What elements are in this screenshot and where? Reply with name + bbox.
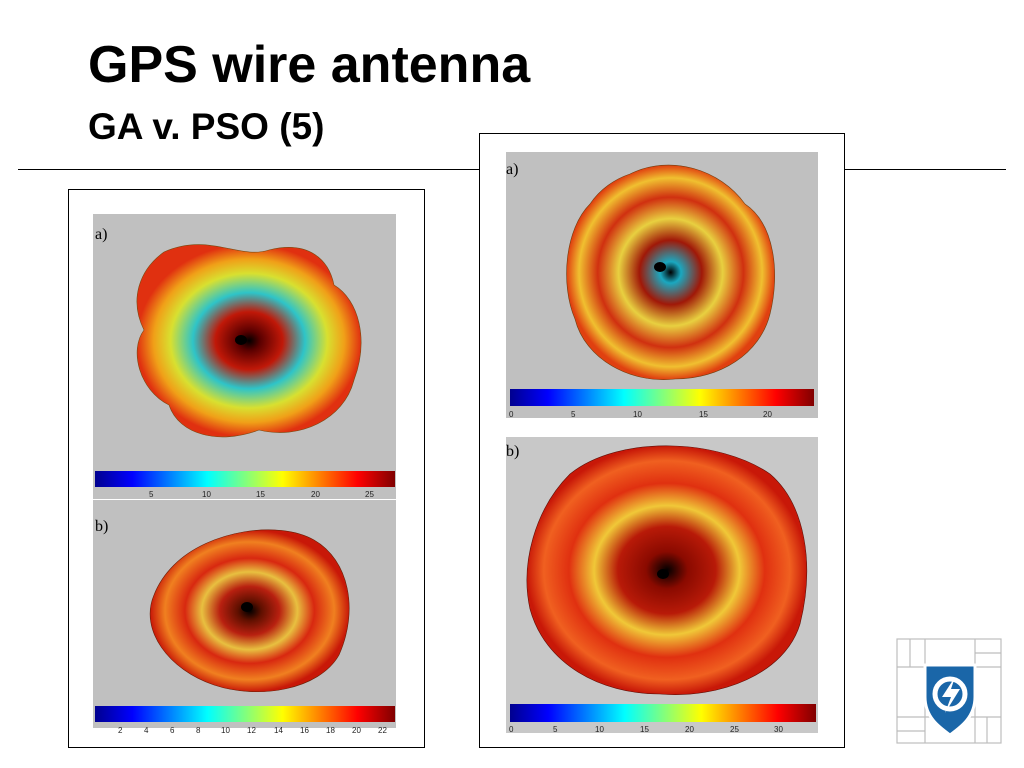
colorbar-tick-label: 4	[144, 726, 149, 735]
right-figure-frame: a) 0 5 10 15 20 b) 0 5 10 15 20 25 30	[479, 133, 845, 748]
colorbar-tick-label: 25	[365, 490, 374, 499]
title-divider-left	[18, 169, 480, 170]
colorbar-tick-label: 6	[170, 726, 175, 735]
left-panel-a-pattern-center	[235, 335, 247, 345]
colorbar-tick-label: 2	[118, 726, 123, 735]
colorbar-tick-label: 8	[196, 726, 201, 735]
colorbar-tick-label: 5	[571, 410, 576, 419]
right-panel-b-label: b)	[506, 443, 519, 460]
colorbar-tick-label: 18	[326, 726, 335, 735]
colorbar-tick-label: 22	[378, 726, 387, 735]
colorbar-tick-label: 12	[247, 726, 256, 735]
colorbar-tick-label: 10	[633, 410, 642, 419]
left-panel-a-colorbar-ticks: 5 10 15 20 25	[149, 490, 374, 499]
colorbar-tick-label: 16	[300, 726, 309, 735]
university-shield-lightning-logo-icon	[896, 638, 1002, 744]
colorbar-tick-label: 5	[149, 490, 154, 499]
colorbar-tick-label: 20	[763, 410, 772, 419]
right-panel-a-colorbar	[510, 389, 814, 406]
colorbar-tick-label: 15	[640, 725, 649, 734]
right-panel-a-radiation-pattern	[566, 164, 775, 380]
right-panel-b-pattern-center	[657, 569, 669, 579]
right-figure-svg: a) 0 5 10 15 20 b) 0 5 10 15 20 25 30	[506, 152, 818, 734]
left-panel-b-label: b)	[95, 518, 108, 535]
left-panel-a-label: a)	[95, 226, 107, 243]
right-panel-b-colorbar	[510, 704, 816, 722]
colorbar-tick-label: 10	[221, 726, 230, 735]
colorbar-tick-label: 0	[509, 410, 514, 419]
colorbar-tick-label: 30	[774, 725, 783, 734]
colorbar-tick-label: 15	[699, 410, 708, 419]
colorbar-tick-label: 5	[553, 725, 558, 734]
left-panel-a-colorbar	[95, 471, 395, 487]
colorbar-tick-label: 20	[352, 726, 361, 735]
colorbar-tick-label: 10	[202, 490, 211, 499]
right-panel-a-pattern-center	[654, 262, 666, 272]
colorbar-tick-label: 15	[256, 490, 265, 499]
colorbar-tick-label: 10	[595, 725, 604, 734]
left-panel-b-colorbar-ticks: 2 4 6 8 10 12 14 16 18 20 22	[118, 726, 387, 735]
left-panel-b-pattern-center	[241, 602, 253, 612]
left-panel-b-colorbar	[95, 706, 395, 722]
slide-title: GPS wire antenna	[88, 36, 531, 94]
right-panel-a-colorbar-ticks: 0 5 10 15 20	[509, 410, 772, 419]
colorbar-tick-label: 14	[274, 726, 283, 735]
title-divider-right	[843, 169, 1006, 170]
colorbar-tick-label: 20	[311, 490, 320, 499]
colorbar-tick-label: 20	[685, 725, 694, 734]
right-panel-b-colorbar-ticks: 0 5 10 15 20 25 30	[509, 725, 783, 734]
colorbar-tick-label: 25	[730, 725, 739, 734]
left-figure-svg: a) 5 10 15 20 25 b) 2 4 6 8 10 12 14 16 …	[93, 214, 396, 735]
right-panel-a-label: a)	[506, 161, 518, 178]
slide-subtitle: GA v. PSO (5)	[88, 106, 325, 147]
left-figure-frame: a) 5 10 15 20 25 b) 2 4 6 8 10 12 14 16 …	[68, 189, 425, 748]
colorbar-tick-label: 0	[509, 725, 514, 734]
left-panel-a-radiation-pattern	[136, 244, 362, 438]
